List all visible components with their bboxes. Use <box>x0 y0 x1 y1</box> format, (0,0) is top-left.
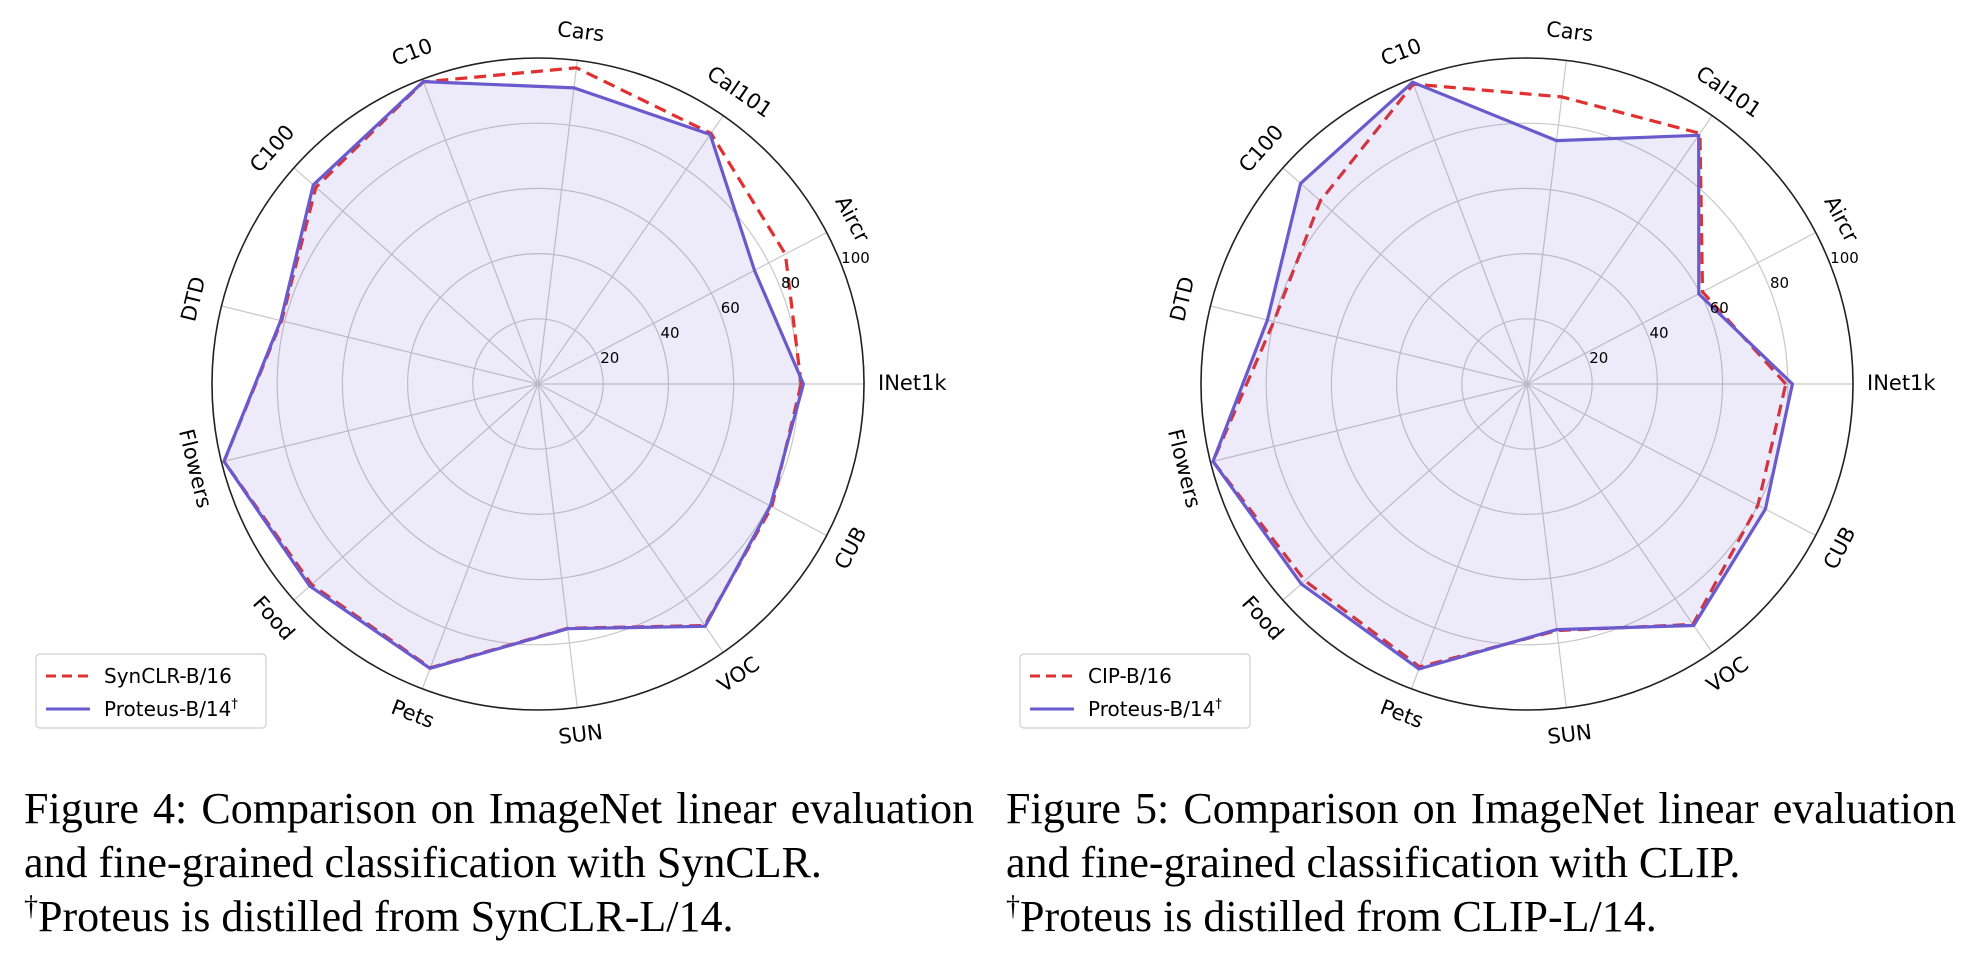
axis-label-c100: C100 <box>1234 120 1288 177</box>
spoke-pets <box>421 383 539 690</box>
axis-label-cars: Cars <box>1545 17 1595 47</box>
radial-tick-label: 80 <box>1770 274 1789 292</box>
caption-footnote: Proteus is distilled from CLIP-L/14. <box>1020 892 1657 941</box>
spoke-c10 <box>1410 78 1528 385</box>
caption-text: Comparison on ImageNet linear evaluation… <box>1006 784 1956 887</box>
series-line-cip-b-16 <box>1211 82 1788 669</box>
axis-label-c10: C10 <box>389 34 436 71</box>
spoke-sun <box>1526 383 1567 708</box>
spoke-cal101 <box>537 115 724 385</box>
radar-chart-synclr: 20 40 60 80 100 INet1k Aircr Cal101 Cars C10 C100 D… <box>35 17 947 749</box>
axis-label-cal101: Cal101 <box>703 61 777 122</box>
axis-label-sun: SUN <box>557 720 604 749</box>
spoke-pets <box>1410 383 1528 690</box>
axis-label-inet1k: INet1k <box>878 371 947 395</box>
axis-label-cub: CUB <box>830 523 872 574</box>
outer-border <box>211 57 865 711</box>
axis-label-c100: C100 <box>245 120 299 177</box>
axis-label-voc: VOC <box>1702 652 1753 697</box>
legend: SynCLR-B/16 Proteus-B/14† <box>35 653 267 729</box>
spoke-flowers <box>1210 383 1528 463</box>
caption-figure-4: Figure 4: Comparison on ImageNet linear … <box>24 782 974 944</box>
axis-label-c10: C10 <box>1378 34 1425 71</box>
radar-chart-clip: 20 40 60 80 100 INet1k Aircr Cal101 Cars C10 C100 D… <box>1019 17 1936 749</box>
spoke-cars <box>1526 60 1567 385</box>
spoke-food <box>1282 383 1528 601</box>
axis-label-flowers: Flowers <box>174 427 217 511</box>
radial-tick-label: 100 <box>1830 249 1859 267</box>
spoke-c100 <box>1282 167 1528 385</box>
footnote-mark: † <box>24 891 38 922</box>
spoke-c100 <box>293 167 539 385</box>
spoke-c10 <box>421 78 539 385</box>
outer-border <box>1200 57 1854 711</box>
spoke-voc <box>537 383 724 653</box>
legend-label: CIP-B/16 <box>1088 664 1172 688</box>
axis-label-cub: CUB <box>1819 523 1861 574</box>
series-line-proteus-b-14 <box>222 79 806 671</box>
legend-label: Proteus-B/14† <box>104 697 238 721</box>
axis-label-food: Food <box>1237 591 1288 645</box>
radial-tick-label: 40 <box>660 324 679 342</box>
spoke-cub <box>1526 383 1816 537</box>
caption-footnote: Proteus is distilled from SynCLR-L/14. <box>38 892 734 941</box>
spoke-cal101 <box>1526 115 1713 385</box>
legend-box <box>35 653 267 729</box>
footnote-mark: † <box>1006 891 1020 922</box>
spoke-cars <box>537 60 578 385</box>
radial-tick-label: 80 <box>781 274 800 292</box>
legend-box <box>1019 653 1251 729</box>
spoke-sun <box>537 383 578 708</box>
caption-label: Figure 4: <box>24 784 202 833</box>
radial-tick-label: 40 <box>1649 324 1668 342</box>
spoke-aircr <box>537 231 827 385</box>
caption-figure-5: Figure 5: Comparison on ImageNet linear … <box>1006 782 1956 944</box>
axis-label-cal101: Cal101 <box>1692 61 1766 122</box>
axis-label-aircr: Aircr <box>1819 192 1863 246</box>
spoke-aircr <box>1526 231 1816 385</box>
axis-label-inet1k: INet1k <box>1867 371 1936 395</box>
axis-label-pets: Pets <box>388 695 438 733</box>
axis-label-sun: SUN <box>1546 720 1593 749</box>
axis-label-voc: VOC <box>713 652 764 697</box>
legend: CIP-B/16 Proteus-B/14† <box>1019 653 1251 729</box>
spoke-voc <box>1526 383 1713 653</box>
axis-label-food: Food <box>248 591 299 645</box>
spoke-flowers <box>221 383 539 463</box>
radial-tick-label: 60 <box>1710 299 1729 317</box>
legend-label: Proteus-B/14† <box>1088 697 1222 721</box>
spoke-dtd <box>221 305 539 385</box>
series-fill-proteus-b-14 <box>224 81 804 669</box>
figure-5: 20 40 60 80 100 INet1k Aircr Cal101 Cars C10 C100 D… <box>989 0 1978 958</box>
radial-tick-label: 60 <box>721 299 740 317</box>
axis-label-aircr: Aircr <box>830 192 874 246</box>
radial-tick-label: 20 <box>1589 349 1608 367</box>
axis-label-dtd: DTD <box>176 274 210 324</box>
axis-label-flowers: Flowers <box>1163 427 1206 511</box>
caption-text: Comparison on ImageNet linear evaluation… <box>24 784 974 887</box>
series-line-proteus-b-14 <box>1211 80 1795 671</box>
radial-tick-label: 20 <box>600 349 619 367</box>
spoke-food <box>293 383 539 601</box>
legend-label: SynCLR-B/16 <box>104 664 232 688</box>
figure-4: 20 40 60 80 100 INet1k Aircr Cal101 Cars C10 C100 D… <box>24 17 974 944</box>
spoke-cub <box>537 383 827 537</box>
series-fill-proteus-b-14 <box>1213 82 1793 669</box>
axis-label-dtd: DTD <box>1165 274 1199 324</box>
radial-tick-label: 100 <box>841 249 870 267</box>
spoke-dtd <box>1210 305 1528 385</box>
axis-label-pets: Pets <box>1377 695 1427 733</box>
axis-label-cars: Cars <box>556 17 606 47</box>
caption-label: Figure 5: <box>1006 784 1184 833</box>
